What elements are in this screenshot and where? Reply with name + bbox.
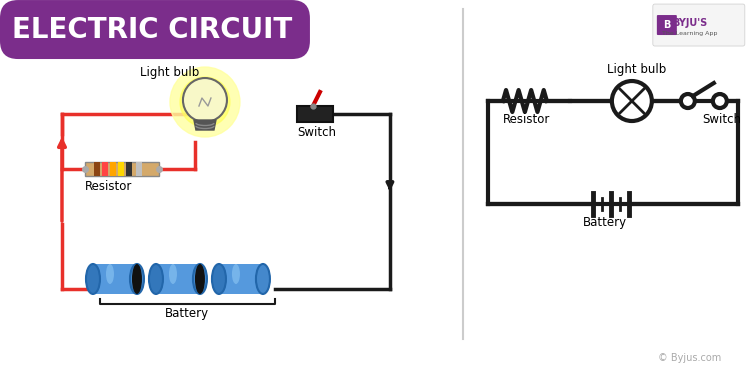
Text: Battery: Battery (165, 307, 209, 320)
Text: BYJU'S: BYJU'S (672, 18, 707, 28)
FancyBboxPatch shape (0, 0, 310, 59)
Text: © Byjus.com: © Byjus.com (658, 353, 722, 363)
Bar (219, 264, 263, 294)
Bar (110, 162, 116, 176)
Text: Switch: Switch (297, 126, 336, 139)
Text: Switch: Switch (702, 113, 741, 126)
Text: ELECTRIC CIRCUIT: ELECTRIC CIRCUIT (12, 16, 292, 44)
Circle shape (612, 81, 652, 121)
Ellipse shape (195, 264, 205, 294)
Text: B: B (663, 20, 670, 30)
Bar (297, 106, 333, 122)
Ellipse shape (256, 264, 270, 294)
Bar (85, 162, 159, 176)
Ellipse shape (106, 264, 114, 284)
Circle shape (712, 94, 727, 108)
Bar (136, 162, 142, 176)
Ellipse shape (149, 264, 163, 294)
Bar (126, 162, 132, 176)
Bar (102, 162, 108, 176)
Text: Light bulb: Light bulb (140, 66, 200, 79)
Text: Resistor: Resistor (503, 113, 550, 126)
Bar (118, 162, 124, 176)
Text: The Learning App: The Learning App (662, 30, 718, 35)
Circle shape (681, 94, 694, 108)
Polygon shape (194, 120, 216, 130)
Bar (94, 162, 100, 176)
Text: Battery: Battery (583, 216, 627, 229)
Ellipse shape (212, 264, 226, 294)
Circle shape (180, 77, 230, 127)
Ellipse shape (132, 264, 142, 294)
Text: Resistor: Resistor (85, 180, 132, 193)
Ellipse shape (130, 264, 144, 294)
Text: Light bulb: Light bulb (607, 63, 666, 76)
Circle shape (170, 67, 240, 137)
Bar (93, 264, 137, 294)
Bar (156, 264, 200, 294)
FancyBboxPatch shape (652, 4, 745, 46)
Circle shape (183, 78, 227, 122)
Ellipse shape (193, 264, 207, 294)
Ellipse shape (232, 264, 240, 284)
Ellipse shape (169, 264, 177, 284)
FancyBboxPatch shape (657, 15, 676, 35)
Ellipse shape (86, 264, 100, 294)
